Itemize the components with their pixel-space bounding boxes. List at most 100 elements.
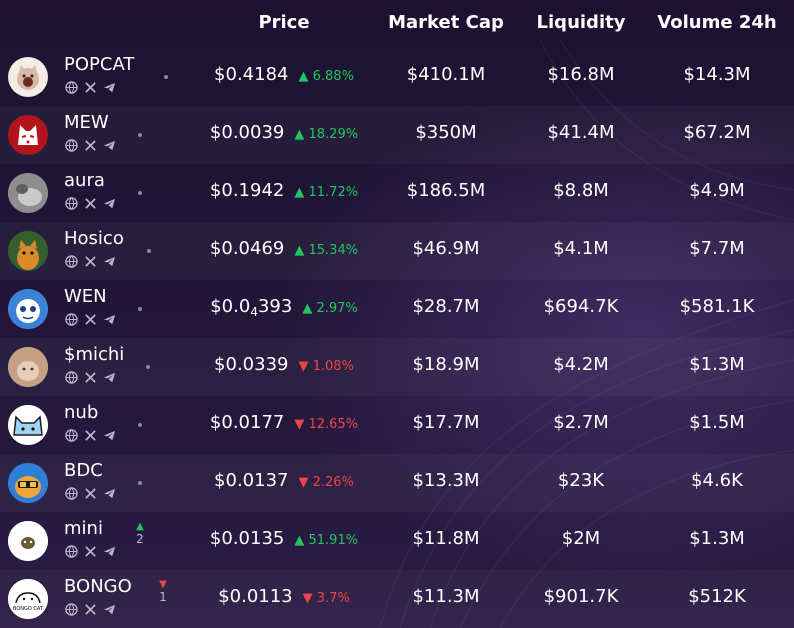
token-name[interactable]: $michi [64, 344, 125, 365]
volume-value: $581.1K [679, 296, 755, 317]
x-twitter-icon[interactable] [83, 544, 97, 558]
bdc-avatar [8, 463, 48, 503]
market-cap-value: $13.3M [412, 470, 480, 491]
price-cell: $0.4184 ▲ 6.88% [214, 64, 354, 85]
token-name[interactable]: POPCAT [64, 54, 135, 75]
price-change: ▲ 6.88% [298, 69, 354, 84]
wen-avatar [8, 289, 48, 329]
telegram-icon[interactable] [102, 602, 116, 616]
hosico-avatar [8, 231, 48, 271]
status-dot [138, 191, 142, 195]
liquidity-value: $2M [561, 528, 601, 549]
social-links [64, 138, 116, 152]
volume-value: $512K [688, 586, 746, 607]
token-name[interactable]: WEN [64, 286, 107, 307]
mini-avatar [8, 521, 48, 561]
x-twitter-icon[interactable] [83, 602, 97, 616]
x-twitter-icon[interactable] [83, 80, 97, 94]
header-market-cap[interactable]: Market Cap [388, 12, 504, 33]
table-row[interactable]: $michi $0.0339 ▼ 1.08% $18.9M $4.2M $1.3… [0, 338, 794, 396]
table-row[interactable]: BDC $0.0137 ▼ 2.26% $13.3M $23K $4.6K [0, 454, 794, 512]
header-price[interactable]: Price [258, 12, 310, 33]
triangle-up-icon: ▲ [136, 521, 144, 532]
x-twitter-icon[interactable] [83, 370, 97, 384]
table-row[interactable]: WEN $0.04393 ▲ 2.97% $28.7M $694.7K $581… [0, 280, 794, 338]
liquidity-value: $41.4M [547, 122, 615, 143]
token-name[interactable]: mini [64, 518, 103, 539]
x-twitter-icon[interactable] [83, 196, 97, 210]
globe-icon[interactable] [64, 312, 78, 326]
globe-icon[interactable] [64, 370, 78, 384]
telegram-icon[interactable] [102, 312, 116, 326]
market-cap-value: $186.5M [406, 180, 486, 201]
telegram-icon[interactable] [102, 138, 116, 152]
market-cap-value: $28.7M [412, 296, 480, 317]
price-change: ▼ 3.7% [302, 591, 350, 606]
table-row[interactable]: aura $0.1942 ▲ 11.72% $186.5M $8.8M $4.9… [0, 164, 794, 222]
price-value: $0.0177 [209, 412, 285, 433]
triangle-down-icon: ▼ [298, 359, 313, 374]
token-name[interactable]: MEW [64, 112, 109, 133]
token-name[interactable]: BONGO [64, 576, 132, 597]
globe-icon[interactable] [64, 138, 78, 152]
telegram-icon[interactable] [102, 254, 116, 268]
x-twitter-icon[interactable] [83, 138, 97, 152]
triangle-up-icon: ▲ [294, 533, 309, 548]
token-name[interactable]: aura [64, 170, 105, 191]
mew-avatar [8, 115, 48, 155]
michi-avatar [8, 347, 48, 387]
volume-value: $4.9M [689, 180, 745, 201]
token-name[interactable]: Hosico [64, 228, 124, 249]
globe-icon[interactable] [64, 428, 78, 442]
price-cell: $0.0039 ▲ 18.29% [210, 122, 358, 143]
triangle-up-icon: ▲ [298, 69, 313, 84]
header-liquidity[interactable]: Liquidity [536, 12, 626, 33]
triangle-down-icon: ▼ [298, 475, 313, 490]
price-change: ▼ 1.08% [298, 359, 354, 374]
table-row[interactable]: POPCAT $0.4184 ▲ 6.88% $410.1M $16.8M $1… [0, 48, 794, 106]
popcat-avatar [8, 57, 48, 97]
telegram-icon[interactable] [102, 428, 116, 442]
triangle-up-icon: ▲ [302, 301, 317, 316]
telegram-icon[interactable] [102, 370, 116, 384]
price-change: ▲ 51.91% [294, 533, 359, 548]
table-row[interactable]: MEW $0.0039 ▲ 18.29% $350M $41.4M $67.2M [0, 106, 794, 164]
x-twitter-icon[interactable] [83, 312, 97, 326]
bongo-logo-text: BONGO CAT [13, 606, 44, 612]
x-twitter-icon[interactable] [83, 428, 97, 442]
price-cell: $0.0137 ▼ 2.26% [214, 470, 354, 491]
globe-icon[interactable] [64, 196, 78, 210]
table-row[interactable]: BONGO CAT BONGO ▼ 1 $0.0113 ▼ 3.7% $11.3… [0, 570, 794, 628]
telegram-icon[interactable] [102, 486, 116, 500]
globe-icon[interactable] [64, 602, 78, 616]
table-row[interactable]: mini ▲ 2 $0.0135 ▲ 51.91% $11.8M $2M $1.… [0, 512, 794, 570]
table-row[interactable]: Hosico $0.0469 ▲ 15.34% $46.9M $4.1M $7.… [0, 222, 794, 280]
rank-change: ▼ 1 [155, 580, 171, 605]
globe-icon[interactable] [64, 544, 78, 558]
token-name[interactable]: BDC [64, 460, 103, 481]
x-twitter-icon[interactable] [83, 486, 97, 500]
price-change: ▲ 2.97% [302, 301, 358, 316]
table-row[interactable]: nub $0.0177 ▼ 12.65% $17.7M $2.7M $1.5M [0, 396, 794, 454]
x-twitter-icon[interactable] [83, 254, 97, 268]
telegram-icon[interactable] [102, 544, 116, 558]
status-dot [164, 75, 168, 79]
bongo-avatar: BONGO CAT [8, 579, 48, 619]
social-links [64, 486, 116, 500]
globe-icon[interactable] [64, 254, 78, 268]
globe-icon[interactable] [64, 486, 78, 500]
market-cap-value: $17.7M [412, 412, 480, 433]
liquidity-value: $694.7K [543, 296, 619, 317]
token-name[interactable]: nub [64, 402, 99, 423]
market-cap-value: $410.1M [406, 64, 486, 85]
header-volume-24h[interactable]: Volume 24h [657, 12, 777, 33]
telegram-icon[interactable] [102, 196, 116, 210]
status-dot [138, 133, 142, 137]
price-value: $0.0137 [214, 470, 289, 491]
price-cell: $0.1942 ▲ 11.72% [210, 180, 358, 201]
price-value: $0.0469 [209, 238, 285, 259]
telegram-icon[interactable] [102, 80, 116, 94]
price-cell: $0.0339 ▼ 1.08% [214, 354, 354, 375]
globe-icon[interactable] [64, 80, 78, 94]
liquidity-value: $4.2M [553, 354, 609, 375]
